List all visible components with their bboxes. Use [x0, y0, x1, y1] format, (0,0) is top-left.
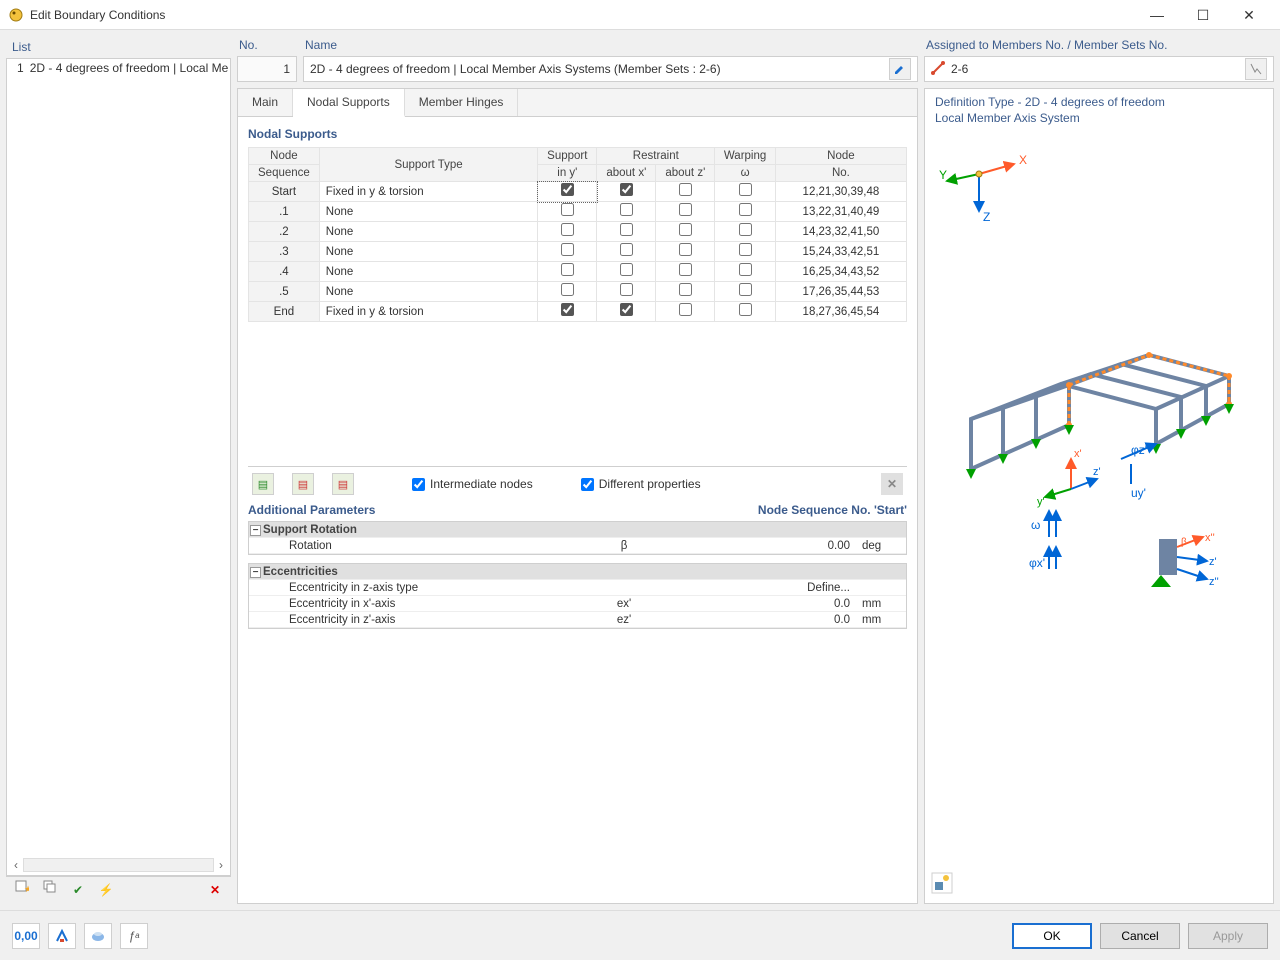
- check-button[interactable]: ✔: [66, 880, 90, 902]
- grid-options-row: ▤ ▤ ▤ Intermediate nodes Different prope…: [248, 467, 907, 501]
- copy-item-button[interactable]: [38, 880, 62, 902]
- app-icon: [8, 7, 24, 23]
- table-row[interactable]: .5None17,26,35,44,53: [249, 282, 907, 302]
- svg-text:y': y': [1037, 496, 1045, 508]
- delete-all-button[interactable]: ▤: [332, 473, 354, 495]
- title-bar: Edit Boundary Conditions — ☐ ✕: [0, 0, 1280, 30]
- ez-row[interactable]: Eccentricity in z'-axis ez' 0.0 mm: [249, 612, 906, 628]
- assigned-field[interactable]: 2-6: [924, 56, 1274, 82]
- center-panel: No. 1 Name 2D - 4 degrees of freedom | L…: [237, 36, 918, 904]
- main-area: List 1 2D - 4 degrees of freedom | Local…: [0, 30, 1280, 910]
- assigned-label: Assigned to Members No. / Member Sets No…: [924, 36, 1274, 56]
- tabs-container: Main Nodal Supports Member Hinges Nodal …: [237, 88, 918, 904]
- list-box: 1 2D - 4 degrees of freedom | Local Me ‹…: [6, 58, 231, 876]
- minimize-button[interactable]: —: [1134, 0, 1180, 30]
- viewer-settings-button[interactable]: [931, 872, 953, 897]
- ok-button[interactable]: OK: [1012, 923, 1092, 949]
- nodal-grid-area: Node Support Type Support Restraint Warp…: [248, 147, 907, 467]
- cancel-button[interactable]: Cancel: [1100, 923, 1180, 949]
- units-button[interactable]: 0,00: [12, 923, 40, 949]
- table-row[interactable]: EndFixed in y & torsion18,27,36,45,54: [249, 302, 907, 322]
- nodal-supports-table[interactable]: Node Support Type Support Restraint Warp…: [248, 147, 907, 322]
- bottom-bar: 0,00 ƒa OK Cancel Apply: [0, 910, 1280, 960]
- settings-button[interactable]: [48, 923, 76, 949]
- table-row[interactable]: .4None16,25,34,43,52: [249, 262, 907, 282]
- no-field[interactable]: 1: [237, 56, 297, 82]
- svg-text:x': x': [1074, 448, 1082, 460]
- delete-item-button[interactable]: ✕: [203, 880, 227, 902]
- list-item-label: 2D - 4 degrees of freedom | Local Me: [30, 61, 229, 75]
- list-item[interactable]: 1 2D - 4 degrees of freedom | Local Me: [7, 59, 230, 77]
- structure-preview: x' y' z' φz' uy' ω φx': [931, 289, 1261, 599]
- table-row[interactable]: .2None14,23,32,41,50: [249, 222, 907, 242]
- close-button[interactable]: ✕: [1226, 0, 1272, 30]
- check-all-button[interactable]: ⚡: [94, 880, 118, 902]
- viewer[interactable]: Definition Type - 2D - 4 degrees of free…: [924, 88, 1274, 904]
- nodal-section-title: Nodal Supports: [248, 125, 907, 147]
- tab-member-hinges[interactable]: Member Hinges: [405, 89, 519, 116]
- table-row[interactable]: .3None15,24,33,42,51: [249, 242, 907, 262]
- clear-button[interactable]: ✕: [881, 473, 903, 495]
- name-value: 2D - 4 degrees of freedom | Local Member…: [310, 62, 885, 76]
- svg-text:★: ★: [24, 884, 29, 894]
- eccentricities-tree[interactable]: −Eccentricities Eccentricity in z-axis t…: [248, 563, 907, 629]
- pick-members-button[interactable]: [1245, 58, 1267, 80]
- table-row[interactable]: .1None13,22,31,40,49: [249, 202, 907, 222]
- collapse-icon[interactable]: −: [250, 567, 261, 578]
- eccentricities-group[interactable]: −Eccentricities: [249, 564, 906, 580]
- name-label: Name: [303, 36, 918, 56]
- ex-row[interactable]: Eccentricity in x'-axis ex' 0.0 mm: [249, 596, 906, 612]
- no-label: No.: [237, 36, 297, 56]
- render-button[interactable]: [84, 923, 112, 949]
- different-properties-checkbox[interactable]: Different properties: [581, 477, 701, 491]
- additional-params-tree[interactable]: −Support Rotation Rotation β 0.00 deg: [248, 521, 907, 555]
- svg-text:z': z': [1093, 466, 1101, 478]
- window-title: Edit Boundary Conditions: [30, 8, 1134, 22]
- svg-text:z'': z'': [1209, 576, 1219, 588]
- definition-type-text: Definition Type - 2D - 4 degrees of free…: [935, 95, 1263, 126]
- rotation-row[interactable]: Rotation β 0.00 deg: [249, 538, 906, 554]
- table-row[interactable]: StartFixed in y & torsion12,21,30,39,48: [249, 182, 907, 202]
- maximize-button[interactable]: ☐: [1180, 0, 1226, 30]
- member-icon: [931, 61, 945, 78]
- collapse-icon[interactable]: −: [250, 525, 261, 536]
- tab-main[interactable]: Main: [238, 89, 293, 116]
- list-item-num: 1: [17, 61, 24, 75]
- tab-content: Nodal Supports Node Support Type Support…: [238, 117, 917, 903]
- additional-params-header: Additional ParametersNode Sequence No. '…: [248, 501, 907, 521]
- svg-text:φx': φx': [1029, 556, 1045, 570]
- svg-text:z': z': [1209, 556, 1217, 568]
- support-rotation-group[interactable]: −Support Rotation: [249, 522, 906, 538]
- svg-text:β: β: [1181, 537, 1187, 548]
- tabs: Main Nodal Supports Member Hinges: [238, 89, 917, 117]
- svg-text:x'': x'': [1205, 532, 1215, 544]
- tab-nodal-supports[interactable]: Nodal Supports: [293, 89, 405, 117]
- name-field[interactable]: 2D - 4 degrees of freedom | Local Member…: [303, 56, 918, 82]
- svg-text:X: X: [1019, 153, 1027, 167]
- global-axis-icon: X Y Z: [939, 149, 1029, 229]
- list-scrollbar[interactable]: ‹›: [9, 857, 228, 873]
- edit-name-button[interactable]: [889, 58, 911, 80]
- svg-text:Y: Y: [939, 168, 947, 182]
- apply-button[interactable]: Apply: [1188, 923, 1268, 949]
- list-header: List: [6, 36, 231, 58]
- intermediate-nodes-checkbox[interactable]: Intermediate nodes: [412, 477, 533, 491]
- svg-text:φz': φz': [1131, 443, 1147, 457]
- new-item-button[interactable]: ★: [10, 880, 34, 902]
- list-toolbar: ★ ✔ ⚡ ✕: [6, 876, 231, 904]
- insert-row-button[interactable]: ▤: [252, 473, 274, 495]
- function-button[interactable]: ƒa: [120, 923, 148, 949]
- svg-text:Z: Z: [983, 210, 990, 224]
- left-panel: List 1 2D - 4 degrees of freedom | Local…: [6, 36, 231, 904]
- svg-text:ω: ω: [1031, 518, 1040, 532]
- ez-type-row[interactable]: Eccentricity in z-axis type Define...: [249, 580, 906, 596]
- right-panel: Assigned to Members No. / Member Sets No…: [924, 36, 1274, 904]
- svg-text:uy': uy': [1131, 486, 1146, 500]
- header-row: No. 1 Name 2D - 4 degrees of freedom | L…: [237, 36, 918, 82]
- delete-row-button[interactable]: ▤: [292, 473, 314, 495]
